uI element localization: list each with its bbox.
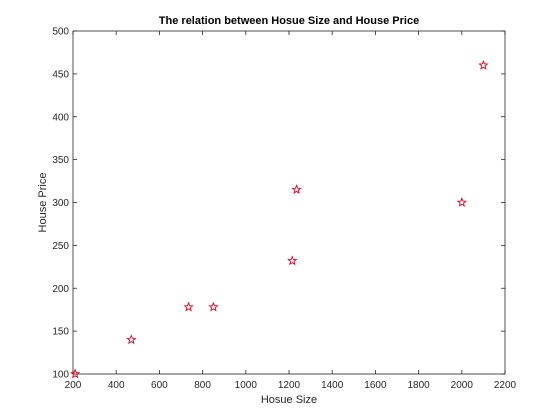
x-tick-label: 1200 — [278, 380, 301, 391]
y-tick-label: 300 — [52, 198, 69, 209]
x-tick-label: 200 — [65, 380, 82, 391]
x-tick-label: 1600 — [364, 380, 387, 391]
data-point-star — [183, 301, 194, 312]
x-tick-label: 1800 — [407, 380, 430, 391]
data-point-star — [208, 301, 219, 312]
data-point-star — [456, 197, 467, 207]
y-tick-label: 450 — [52, 69, 69, 80]
x-tick-label: 600 — [151, 380, 168, 391]
data-point-star — [126, 334, 137, 345]
y-tick-label: 200 — [52, 284, 69, 295]
x-tick-label: 1000 — [235, 380, 258, 391]
data-point-star — [69, 368, 81, 379]
y-tick-label: 500 — [52, 27, 69, 38]
data-point-star — [478, 59, 489, 70]
x-tick-label: 1400 — [321, 380, 344, 391]
y-axis: 100 150 200 250 300 350 400 450 500 — [52, 27, 505, 381]
x-axis: 200 400 600 800 1000 1200 1400 1600 1800 2000 2200 — [65, 31, 517, 391]
data-point-star — [287, 255, 298, 266]
y-tick-label: 250 — [52, 241, 69, 252]
y-axis-label: House Price — [37, 173, 49, 233]
chart-title: The relation between Hosue Size and Hous… — [159, 15, 419, 27]
y-tick-label: 100 — [52, 370, 69, 381]
x-tick-label: 2200 — [494, 380, 517, 391]
data-point-star — [291, 184, 302, 195]
x-tick-label: 400 — [108, 380, 125, 391]
y-tick-label: 350 — [52, 155, 69, 166]
y-tick-label: 150 — [52, 327, 69, 338]
data-points — [69, 59, 489, 379]
axes-box — [72, 30, 506, 375]
x-axis-label: Hosue Size — [261, 394, 317, 406]
x-tick-label: 2000 — [451, 380, 474, 391]
y-tick-label: 400 — [52, 112, 69, 123]
x-tick-label: 800 — [194, 380, 211, 391]
